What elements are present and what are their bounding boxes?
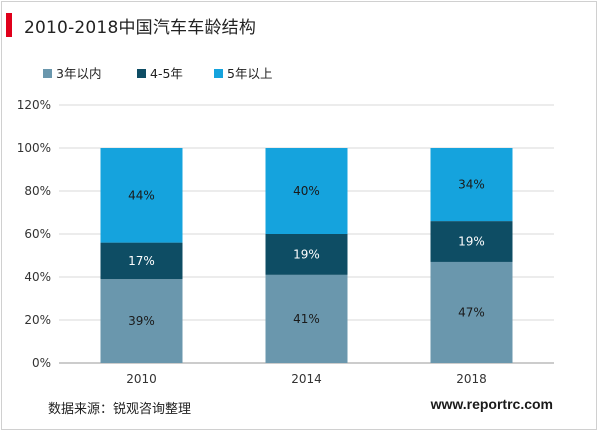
- y-tick-label: 80%: [24, 184, 51, 198]
- y-tick-label: 20%: [24, 313, 51, 327]
- data-label: 17%: [128, 254, 155, 268]
- source-note: 数据来源：锐观咨询整理: [48, 402, 192, 417]
- legend-swatch-2: [137, 69, 146, 78]
- legend-label-3: 5年以上: [227, 66, 272, 81]
- bar-segment: [100, 279, 183, 363]
- website-url: www.reportrc.com: [430, 396, 553, 412]
- x-tick-label: 2010: [126, 372, 157, 386]
- legend-swatch-1: [43, 69, 52, 78]
- legend: 3年以内 4-5年 5年以上: [43, 66, 272, 81]
- x-tick-label: 2014: [291, 372, 322, 386]
- bar-segment: [430, 221, 513, 262]
- y-tick-label: 120%: [17, 98, 51, 112]
- bar-segment: [430, 261, 513, 363]
- x-tick-label: 2018: [456, 372, 487, 386]
- data-label: 34%: [458, 178, 485, 192]
- data-label: 19%: [458, 235, 485, 249]
- chart-title: 2010-2018中国汽车车龄结构: [24, 17, 257, 38]
- bar-segment: [100, 242, 183, 280]
- bars: 39% 17% 44% 41% 19% 40% 47% 19% 34%: [100, 148, 513, 363]
- bar-segment: [430, 148, 513, 222]
- legend-swatch-3: [214, 69, 223, 78]
- y-tick-label: 60%: [24, 227, 51, 241]
- data-label: 40%: [293, 184, 320, 198]
- data-label: 47%: [458, 305, 485, 319]
- bar-segment: [265, 148, 348, 234]
- legend-label-2: 4-5年: [150, 66, 183, 81]
- y-tick-label: 100%: [17, 141, 51, 155]
- chart-svg: 3年以内 4-5年 5年以上 0% 20% 40% 60% 80% 100% 120% 39% 1…: [17, 66, 554, 386]
- x-axis: 2010 2014 2018: [126, 372, 487, 386]
- title-accent-bar: [6, 13, 12, 37]
- data-label: 19%: [293, 247, 320, 261]
- data-label: 41%: [293, 312, 320, 326]
- y-axis: 0% 20% 40% 60% 80% 100% 120%: [17, 98, 51, 370]
- y-tick-label: 40%: [24, 270, 51, 284]
- legend-label-1: 3年以内: [56, 66, 101, 81]
- bar-segment: [100, 148, 183, 243]
- bar-segment: [265, 234, 348, 275]
- data-label: 39%: [128, 314, 155, 328]
- title-row: 2010-2018中国汽车车龄结构: [2, 12, 256, 38]
- y-tick-label: 0%: [32, 356, 51, 370]
- bar-segment: [265, 274, 348, 363]
- data-label: 44%: [128, 188, 155, 202]
